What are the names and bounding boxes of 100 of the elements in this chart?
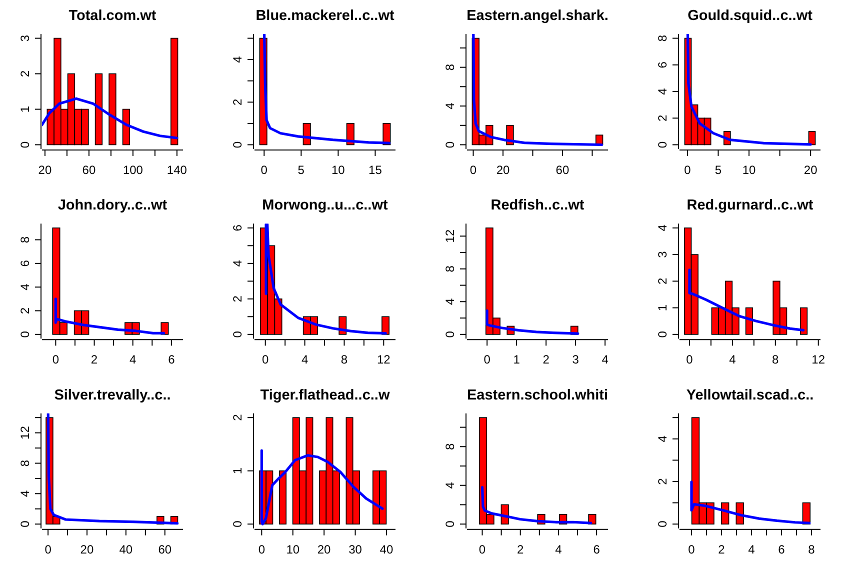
x-tick-label: 0 xyxy=(478,542,486,556)
x-tick-label: 6 xyxy=(168,352,176,367)
y-tick-label: 4 xyxy=(443,298,457,305)
x-tick-label: 12 xyxy=(376,352,391,367)
x-tick-label: 20 xyxy=(317,542,332,556)
chart-title: Gould.squid..c..wt xyxy=(688,8,813,24)
x-tick-label: 5 xyxy=(298,163,305,177)
x-tick-label: 10 xyxy=(742,163,756,177)
y-tick-label: 3 xyxy=(18,34,32,42)
x-tick-label: 20 xyxy=(804,163,818,177)
x-tick-label: 10 xyxy=(332,163,346,177)
x-tick-label: 10 xyxy=(286,542,300,556)
x-tick-label: 60 xyxy=(82,163,96,177)
y-tick-label: 4 xyxy=(230,56,244,63)
x-tick-label: 4 xyxy=(555,542,562,556)
x-tick-label: 30 xyxy=(348,542,362,556)
x-tick-label: 20 xyxy=(38,163,52,177)
y-tick-label: 0 xyxy=(656,141,670,148)
y-tick-label: 0 xyxy=(656,520,670,528)
x-tick-label: 4 xyxy=(748,542,756,556)
y-tick-label: 0 xyxy=(443,520,457,528)
y-tick-label: 1 xyxy=(656,304,670,312)
y-tick-label: 8 xyxy=(656,34,670,42)
y-tick-label: 0 xyxy=(18,330,32,338)
line-series xyxy=(690,480,811,524)
y-tick-label: 1 xyxy=(230,467,244,474)
y-tick-label: 2 xyxy=(656,478,670,485)
y-tick-label: 4 xyxy=(443,102,457,110)
y-tick-label: 4 xyxy=(656,435,670,442)
line-series xyxy=(260,449,384,526)
x-tick-label: 2 xyxy=(517,542,524,556)
y-tick-label: 6 xyxy=(656,61,670,68)
y-tick-label: 8 xyxy=(18,460,32,467)
y-tick-label: 8 xyxy=(443,442,457,450)
x-tick-label: 0 xyxy=(688,542,696,556)
x-tick-label: 0 xyxy=(52,352,60,367)
y-tick-label: 8 xyxy=(18,236,32,244)
y-tick-label: 4 xyxy=(443,482,457,489)
x-tick-label: 20 xyxy=(496,163,510,177)
chart-title: John.dory..c..wt xyxy=(58,198,168,214)
x-tick-label: 1 xyxy=(513,352,520,367)
x-tick-label: 8 xyxy=(340,352,348,367)
chart-title: Eastern.angel.shark. xyxy=(466,8,608,24)
y-tick-label: 0 xyxy=(18,520,32,528)
y-tick-label: 2 xyxy=(18,307,32,314)
x-tick-label: 3 xyxy=(572,352,580,367)
y-tick-label: 2 xyxy=(230,295,244,302)
chart-title: Eastern.school.whiti xyxy=(467,387,608,404)
y-tick-label: 2 xyxy=(656,278,670,285)
y-tick-label: 0 xyxy=(230,520,244,528)
y-tick-label: 6 xyxy=(18,260,32,267)
y-tick-label: 2 xyxy=(230,98,244,106)
chart-title: Red.gurnard..c..wt xyxy=(686,198,814,214)
x-tick-label: 4 xyxy=(301,352,308,367)
y-tick-label: 4 xyxy=(18,283,32,290)
x-tick-label: 140 xyxy=(166,163,188,177)
y-tick-label: 1 xyxy=(18,106,32,113)
x-tick-label: 0 xyxy=(258,542,266,556)
x-tick-label: 40 xyxy=(119,542,133,556)
x-tick-label: 0 xyxy=(44,542,52,556)
y-tick-label: 2 xyxy=(18,70,32,78)
x-tick-label: 0 xyxy=(262,352,269,367)
y-tick-label: 0 xyxy=(443,141,457,148)
y-tick-label: 2 xyxy=(656,114,670,122)
x-tick-label: 4 xyxy=(729,352,736,367)
y-tick-label: 0 xyxy=(230,330,244,338)
x-tick-label: 20 xyxy=(80,542,94,556)
x-tick-label: 15 xyxy=(368,163,382,177)
y-tick-label: 4 xyxy=(656,88,670,95)
line-series xyxy=(42,97,178,140)
line-series xyxy=(262,34,391,144)
y-tick-label: 0 xyxy=(656,330,670,338)
x-tick-label: 2 xyxy=(718,542,726,556)
x-tick-label: 60 xyxy=(158,542,172,556)
y-tick-label: 0 xyxy=(230,141,244,148)
x-tick-label: 0 xyxy=(260,163,268,177)
line-series xyxy=(46,413,179,525)
line-series xyxy=(472,34,604,146)
x-tick-label: 2 xyxy=(90,352,98,367)
line-series xyxy=(486,309,580,335)
y-tick-label: 4 xyxy=(230,260,244,267)
y-tick-label: 0 xyxy=(443,330,457,338)
chart-title: Morwong..u...c..wt xyxy=(262,198,388,214)
x-tick-label: 40 xyxy=(380,542,394,556)
y-tick-label: 8 xyxy=(443,265,457,272)
x-tick-label: 100 xyxy=(122,163,144,177)
y-tick-label: 4 xyxy=(656,224,670,232)
x-tick-label: 8 xyxy=(772,352,780,367)
chart-title: Redfish..c..wt xyxy=(490,198,584,214)
x-tick-label: 0 xyxy=(686,352,694,367)
x-tick-label: 0 xyxy=(684,163,692,177)
x-tick-label: 6 xyxy=(593,542,600,556)
chart-title: Blue.mackerel..c..wt xyxy=(256,8,394,24)
x-tick-label: 5 xyxy=(714,163,722,177)
y-tick-label: 4 xyxy=(18,490,32,497)
x-tick-label: 4 xyxy=(130,352,137,367)
x-tick-label: 60 xyxy=(556,163,570,177)
x-tick-label: 12 xyxy=(812,352,826,367)
chart-title: Yellowtail.scad..c.. xyxy=(686,387,814,404)
x-tick-label: 4 xyxy=(602,352,609,367)
